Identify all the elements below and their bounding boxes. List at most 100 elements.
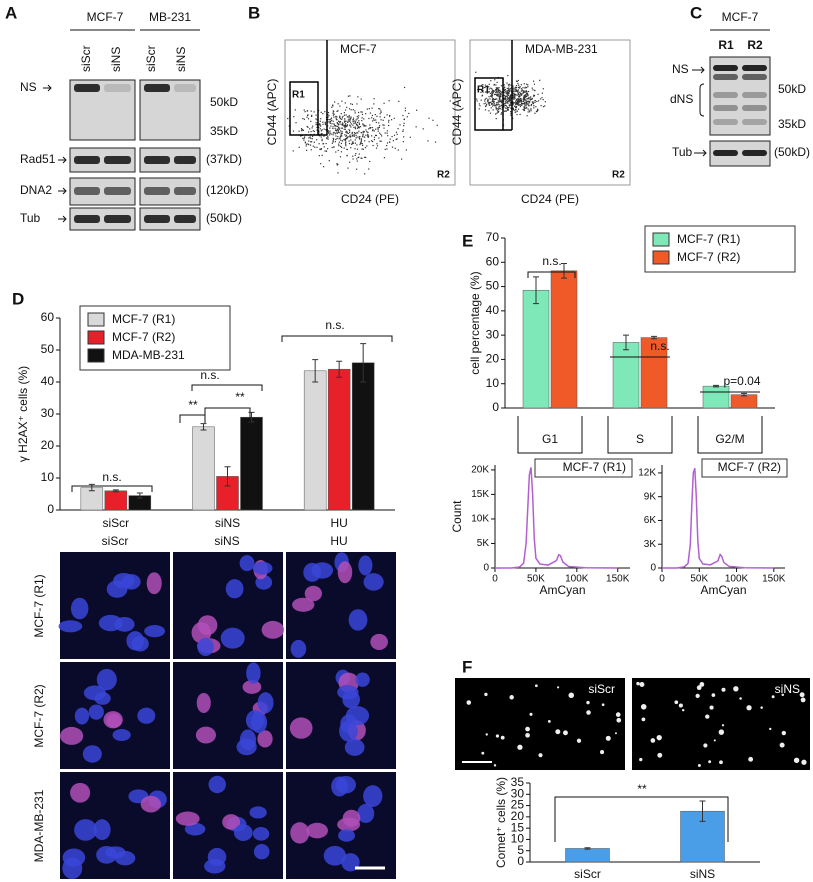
flow-event <box>373 98 375 100</box>
flow-event <box>495 103 498 106</box>
flow-event <box>526 93 529 95</box>
flow-event <box>344 121 346 123</box>
flow-event <box>365 129 367 131</box>
bracket <box>699 83 705 117</box>
flow-event <box>335 125 337 127</box>
flow-event <box>357 126 359 129</box>
flow-event <box>339 117 341 119</box>
flow-event <box>368 135 370 137</box>
comet <box>525 733 530 738</box>
flow-event <box>308 131 310 133</box>
flow-event <box>505 105 507 107</box>
flow-event <box>432 119 434 121</box>
comet <box>538 753 543 758</box>
flow-event <box>527 98 529 100</box>
flow-event <box>384 132 386 134</box>
flow-event <box>524 94 526 96</box>
flow-event <box>358 136 360 138</box>
comet <box>696 685 702 691</box>
flow-event <box>485 102 487 104</box>
flow-event <box>353 135 356 137</box>
row-label: Tub <box>672 145 693 159</box>
flow-event <box>386 130 388 132</box>
flow-event <box>349 136 351 138</box>
flow-event <box>334 141 337 143</box>
flow-event <box>404 110 406 112</box>
flow-event <box>358 138 361 140</box>
flow-event <box>336 110 338 112</box>
flow-event <box>313 141 315 143</box>
flow-event <box>376 143 378 145</box>
flow-event <box>347 95 350 97</box>
flow-event <box>344 126 346 128</box>
flow-event <box>346 137 348 139</box>
flow-event <box>378 122 380 124</box>
flow-event <box>516 101 519 103</box>
flow-event <box>416 109 418 111</box>
flow-event <box>449 100 451 102</box>
flow-event <box>360 140 362 142</box>
nucleus <box>106 580 128 598</box>
nucleus <box>70 782 91 803</box>
flow-event <box>507 93 509 95</box>
flow-event <box>515 80 518 82</box>
flow-event <box>508 97 511 99</box>
flow-event <box>358 123 361 125</box>
legend-swatch <box>87 348 105 363</box>
flow-event <box>374 113 376 116</box>
flow-event <box>399 124 401 126</box>
flow-event <box>513 102 515 104</box>
flow-event <box>523 96 525 98</box>
nucleus <box>246 662 261 684</box>
axis-label: CD44 (APC) <box>265 79 279 146</box>
flow-event <box>304 142 307 144</box>
comet <box>529 712 533 716</box>
flow-event <box>354 132 357 134</box>
flow-event <box>484 86 486 89</box>
nucleus <box>311 562 334 579</box>
flow-event <box>339 156 342 158</box>
size-marker: 35kD <box>210 124 238 138</box>
flow-event <box>491 94 493 96</box>
flow-event <box>515 89 518 91</box>
flow-event <box>518 103 520 105</box>
flow-event <box>395 131 397 133</box>
flow-event <box>321 129 323 131</box>
flow-event <box>509 99 512 101</box>
comet <box>563 730 568 736</box>
flow-event <box>484 100 486 102</box>
flow-event <box>356 136 358 138</box>
comet <box>695 693 700 698</box>
flow-event <box>499 100 501 102</box>
flow-event <box>533 83 536 85</box>
flow-event <box>517 102 519 104</box>
flow-event <box>524 101 526 104</box>
x-axis-label: AmCyan <box>539 583 585 597</box>
flow-event <box>354 110 356 112</box>
bar <box>550 270 578 409</box>
significance-bracket <box>71 485 153 492</box>
flow-event <box>498 104 500 106</box>
flow-event <box>358 122 360 124</box>
flow-event <box>396 133 398 135</box>
flow-event <box>380 110 382 112</box>
flow-event <box>520 94 522 97</box>
flow-event <box>378 107 380 110</box>
flow-event <box>339 118 341 120</box>
flow-event <box>515 90 517 92</box>
flow-event <box>495 89 497 92</box>
flow-event <box>353 122 355 124</box>
flow-event <box>371 107 373 109</box>
flow-event <box>345 125 347 127</box>
flow-event <box>434 141 437 143</box>
group-label: MCF-7 <box>87 10 124 24</box>
flow-event <box>346 116 348 118</box>
flow-event <box>309 144 312 146</box>
flow-event <box>513 94 515 96</box>
flow-event <box>357 121 359 124</box>
flow-event <box>528 101 531 103</box>
comet <box>713 739 716 742</box>
flow-event <box>495 91 497 94</box>
flow-event <box>528 109 530 111</box>
flow-event <box>495 89 497 91</box>
